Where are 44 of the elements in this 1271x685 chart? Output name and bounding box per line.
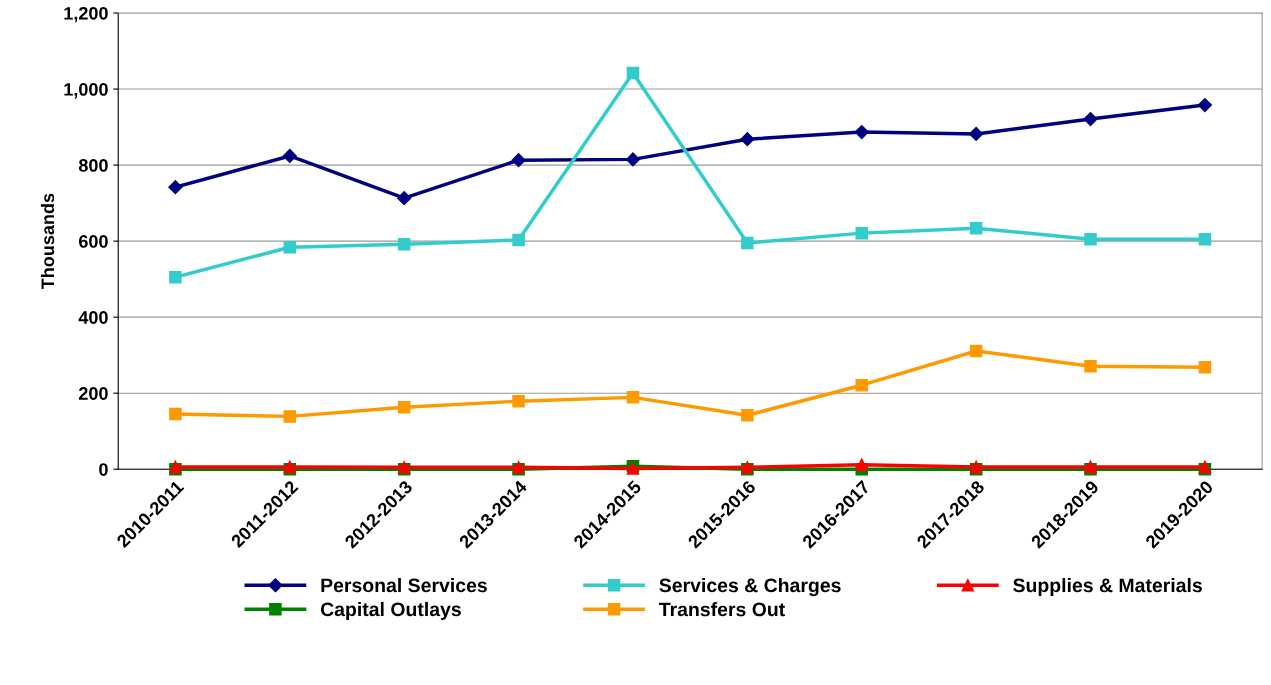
point (969, 126, 984, 141)
point (854, 124, 869, 140)
y-tick-label: 600 (79, 235, 108, 248)
legend-label: Supplies & Materials (1013, 577, 1202, 597)
point (855, 378, 868, 392)
y-tick-label: 1,200 (64, 6, 108, 23)
y-tick-label: 1,000 (64, 82, 108, 99)
point (740, 132, 755, 147)
point (511, 153, 526, 168)
legend-label: Services & Charges (659, 577, 841, 597)
point (283, 410, 297, 423)
point (969, 344, 983, 358)
point (969, 221, 983, 235)
y-axis-title: Thousands (40, 193, 55, 290)
point (1198, 232, 1212, 246)
point (626, 391, 640, 404)
y-tick-label: 200 (78, 387, 108, 400)
point (169, 407, 182, 421)
point (168, 180, 183, 195)
legend-label: Personal Services (321, 577, 487, 593)
point (1084, 232, 1097, 246)
point (397, 401, 411, 414)
point (741, 408, 754, 422)
y-tick-label: 800 (78, 159, 108, 172)
point (625, 152, 641, 167)
point (1084, 359, 1097, 373)
point (1083, 112, 1098, 127)
point (855, 226, 868, 240)
point (397, 237, 411, 251)
point (397, 191, 412, 206)
point (1197, 97, 1212, 113)
point (512, 394, 525, 408)
legend-label: Transfers Out (658, 602, 785, 617)
point (1198, 361, 1212, 374)
point (282, 148, 297, 164)
point (169, 270, 182, 284)
legend-label: Capital Outlays (320, 601, 461, 621)
y-tick-label: 400 (78, 311, 108, 324)
y-tick-label: 0 (99, 463, 108, 476)
point (626, 66, 640, 80)
point (741, 236, 754, 250)
point (512, 233, 525, 247)
point (283, 240, 297, 254)
point (855, 458, 868, 471)
